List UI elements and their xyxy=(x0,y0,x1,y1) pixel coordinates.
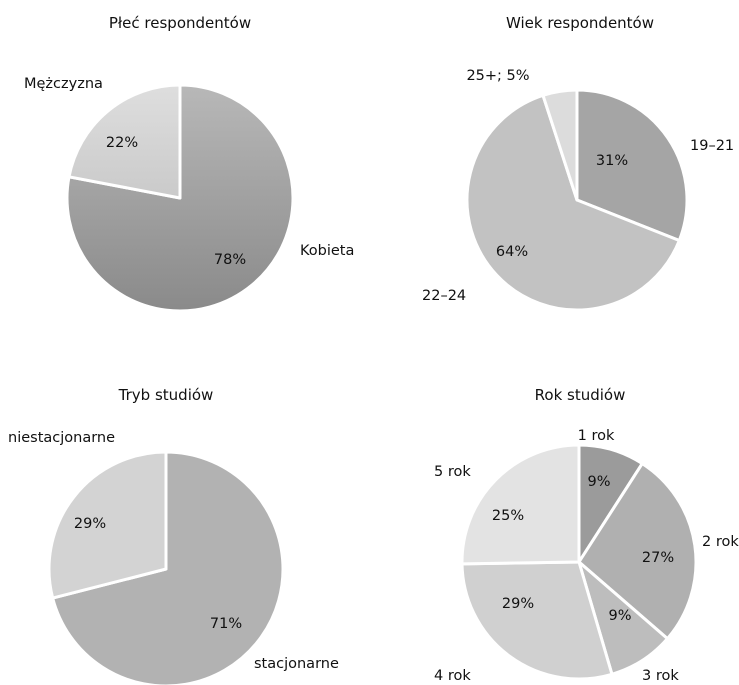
pie-slice-5-rok xyxy=(460,443,581,566)
pct-label-2-rok: 27% xyxy=(642,550,674,566)
chart-title-gender: Płeć respondentów xyxy=(109,14,251,32)
pie-slice-niestacjonarne xyxy=(47,450,168,600)
slice-label-19-21: 19–21 xyxy=(690,138,734,154)
pct-label-1-rok: 9% xyxy=(587,474,610,490)
pie-slice-19-21 xyxy=(575,88,689,242)
chart-title-study-year: Rok studiów xyxy=(535,386,626,404)
slice-label-3-rok: 3 rok xyxy=(642,668,679,684)
slice-label-mezczyzna: Mężczyzna xyxy=(24,76,103,92)
chart-study-mode: Tryb studiów 29% 71% niestacjonarne stac… xyxy=(8,386,339,685)
chart-study-year: Rok studiów 9% 27% 9% 29% 25% 1 rok 2 ro… xyxy=(434,386,739,684)
pct-label-kobieta: 78% xyxy=(214,252,246,268)
slice-label-stacjonarne: stacjonarne xyxy=(254,656,339,672)
slice-label-2-rok: 2 rok xyxy=(702,534,739,550)
pct-label-4-rok: 29% xyxy=(502,596,534,612)
chart-title-study-mode: Tryb studiów xyxy=(118,386,214,404)
chart-title-age: Wiek respondentów xyxy=(506,14,654,32)
pie-slice-stacjonarne xyxy=(51,450,285,685)
slice-label-1-rok: 1 rok xyxy=(578,428,615,444)
slice-label-25-plus: 25+; 5% xyxy=(466,68,529,84)
pie-slice-4-rok xyxy=(460,560,614,681)
pct-label-19-21: 31% xyxy=(596,153,628,169)
pie-study-year xyxy=(460,443,698,681)
pct-label-5-rok: 25% xyxy=(492,508,524,524)
pct-label-niestacjonarne: 29% xyxy=(74,516,106,532)
pie-age xyxy=(465,88,689,312)
pie-slice-22-24 xyxy=(465,93,681,312)
pct-label-mezczyzna: 22% xyxy=(106,135,138,151)
pie-slice-25 xyxy=(541,88,579,202)
slice-label-niestacjonarne: niestacjonarne xyxy=(8,430,115,446)
chart-gender: Płeć respondentów 22% 78% Mężczyzna Kobi… xyxy=(24,14,354,313)
slice-label-4-rok: 4 rok xyxy=(434,668,471,684)
pie-slice-mezczyzna xyxy=(67,83,182,200)
slice-label-5-rok: 5 rok xyxy=(434,464,471,480)
pie-gender xyxy=(65,83,295,313)
pct-label-stacjonarne: 71% xyxy=(210,616,242,632)
slice-label-kobieta: Kobieta xyxy=(300,243,354,259)
pie-study-mode xyxy=(47,450,285,685)
pct-label-22-24: 64% xyxy=(496,244,528,260)
pie-slice-2-rok xyxy=(577,462,698,641)
chart-age: Wiek respondentów 31% 64% 25+; 5% 19–21 … xyxy=(422,14,734,312)
pct-label-3-rok: 9% xyxy=(608,608,631,624)
slice-label-22-24: 22–24 xyxy=(422,288,466,304)
